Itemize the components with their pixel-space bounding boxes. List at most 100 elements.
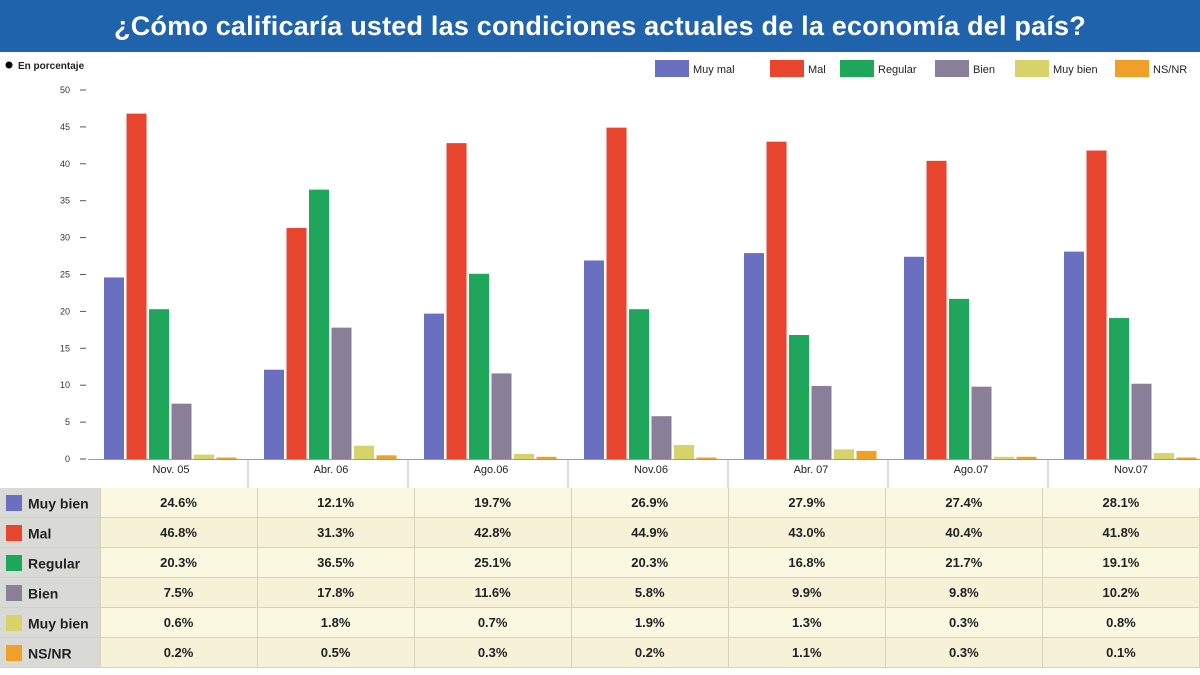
table-cell: 1.1%	[728, 637, 886, 668]
table-cell: 7.5%	[100, 577, 258, 608]
legend-swatch	[935, 60, 969, 77]
y-tick-label: 50	[60, 85, 70, 95]
bar	[926, 160, 947, 459]
bar	[584, 260, 604, 459]
table-cell: 36.5%	[257, 547, 415, 578]
bar	[606, 127, 627, 459]
table-cell: 0.5%	[257, 637, 415, 668]
y-tick-label: 45	[60, 122, 70, 132]
table-row: Mal 46.8% 31.3% 42.8% 44.9% 43.0% 40.4% 41.8%	[0, 517, 1200, 548]
table-cell: 20.3%	[571, 547, 729, 578]
table-cell: 1.8%	[257, 607, 415, 638]
table-cell: 44.9%	[571, 517, 729, 548]
bar	[264, 369, 284, 459]
row-color-swatch	[6, 585, 22, 602]
table-cell: 0.7%	[414, 607, 572, 638]
table-cell: 19.1%	[1042, 547, 1200, 578]
row-label-text: NS/NR	[28, 645, 72, 662]
table-cell: 9.9%	[728, 577, 886, 608]
legend-label: Muy bien	[1053, 64, 1098, 76]
y-tick-label: 5	[65, 417, 70, 427]
bar	[696, 457, 717, 459]
table-cell: 40.4%	[885, 517, 1043, 548]
table-row: Muy bien 0.6% 1.8% 0.7% 1.9% 1.3% 0.3% 0.8%	[0, 607, 1200, 638]
table-row: Muy bien 24.6% 12.1% 19.7% 26.9% 27.9% 27.4% 28…	[0, 488, 1200, 518]
x-tick-label: Nov. 05	[152, 464, 189, 476]
bar	[286, 228, 307, 459]
bar-chart: En porcentaje Muy mal Mal Regular Bien Muy b…	[5, 60, 1200, 488]
y-tick-label: 10	[60, 380, 70, 390]
row-label: Muy bien	[0, 488, 101, 518]
chart-title: ¿Cómo calificaría usted las condiciones …	[0, 0, 1200, 52]
bar	[194, 454, 214, 459]
y-tick-label: 40	[60, 159, 70, 169]
row-color-swatch	[6, 645, 22, 662]
row-color-swatch	[6, 495, 22, 512]
bar	[216, 457, 237, 459]
bar	[994, 456, 1014, 459]
table-cell: 25.1%	[414, 547, 572, 578]
table-cell: 43.0%	[728, 517, 886, 548]
bar	[856, 450, 877, 459]
table-row: NS/NR 0.2% 0.5% 0.3% 0.2% 1.1% 0.3% 0.1%	[0, 637, 1200, 668]
y-tick-label: 20	[60, 306, 70, 316]
bar	[744, 253, 764, 459]
row-label: Muy bien	[0, 607, 101, 638]
bar	[629, 309, 649, 459]
x-tick-label: Nov.06	[634, 464, 668, 476]
table-cell: 1.9%	[571, 607, 729, 638]
table-cell: 20.3%	[100, 547, 258, 578]
bar	[149, 309, 169, 459]
table-cell: 46.8%	[100, 517, 258, 548]
legend-label: Mal	[808, 64, 826, 76]
table-cell: 0.8%	[1042, 607, 1200, 638]
bar	[766, 141, 787, 459]
table-cell: 42.8%	[414, 517, 572, 548]
table-cell: 16.8%	[728, 547, 886, 578]
table-cell: 0.3%	[885, 607, 1043, 638]
row-label: Mal	[0, 517, 101, 548]
legend-label: Muy mal	[693, 64, 735, 76]
table-cell: 5.8%	[571, 577, 729, 608]
bar	[789, 335, 809, 459]
bar	[674, 444, 694, 459]
bar	[1086, 150, 1107, 459]
row-color-swatch	[6, 555, 22, 572]
legend-label: NS/NR	[1153, 64, 1187, 76]
bars	[104, 113, 1197, 460]
row-label-text: Regular	[28, 555, 81, 572]
legend-swatch	[1015, 60, 1049, 77]
bar	[104, 277, 124, 459]
legend-swatch	[1115, 60, 1149, 77]
x-tick-label: Ago.06	[474, 464, 509, 476]
y-tick-label: 25	[60, 270, 70, 280]
table-cell: 27.9%	[728, 488, 886, 518]
table-cell: 31.3%	[257, 517, 415, 548]
row-label-text: Muy bien	[28, 615, 89, 632]
bar	[446, 143, 467, 460]
bar	[126, 113, 147, 459]
table-row: Bien 7.5% 17.8% 11.6% 5.8% 9.9% 9.8% 10.2%	[0, 577, 1200, 608]
y-tick-label: 30	[60, 233, 70, 243]
table-cell: 10.2%	[1042, 577, 1200, 608]
bar	[1064, 251, 1084, 459]
y-tick-label: 35	[60, 196, 70, 206]
x-axis: Nov. 05 Abr. 06 Ago.06 Nov.06 Abr. 07 Ago.07 N…	[88, 459, 1200, 488]
bar	[331, 327, 352, 459]
table-cell: 17.8%	[257, 577, 415, 608]
table-cell: 0.6%	[100, 607, 258, 638]
bar	[971, 386, 992, 459]
table-row: Regular 20.3% 36.5% 25.1% 20.3% 16.8% 21.7% 19.…	[0, 547, 1200, 578]
subtitle: En porcentaje	[5, 61, 85, 72]
bar	[834, 449, 854, 459]
table-cell: 0.2%	[571, 637, 729, 668]
bar	[536, 456, 557, 459]
legend-swatch	[770, 60, 804, 77]
bar	[1154, 453, 1174, 459]
row-label-text: Muy bien	[28, 495, 89, 512]
table-cell: 0.3%	[414, 637, 572, 668]
table-cell: 0.3%	[885, 637, 1043, 668]
bar	[1131, 383, 1152, 459]
table-cell: 12.1%	[257, 488, 415, 518]
y-tick-label: 0	[65, 454, 70, 464]
